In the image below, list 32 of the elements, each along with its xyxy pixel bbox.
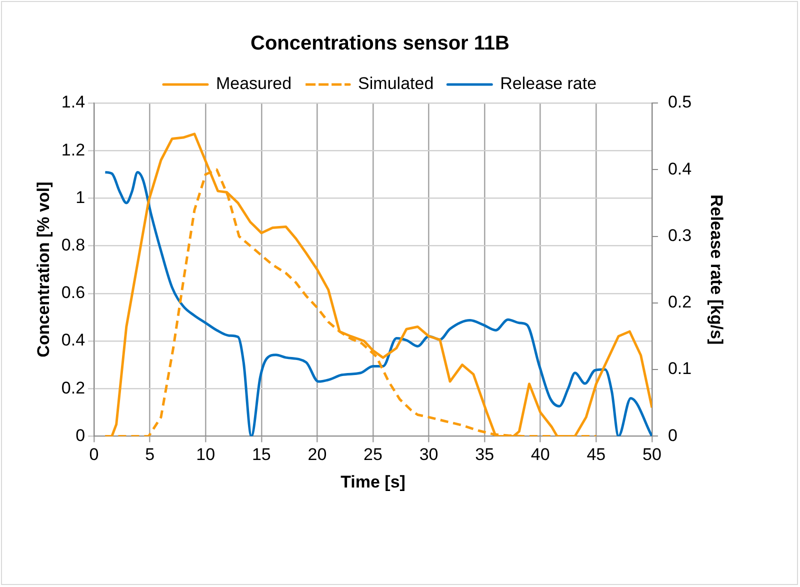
y-tick-label: 1.4	[61, 92, 86, 112]
x-tick-label: 20	[308, 445, 327, 464]
legend-label: Release rate	[500, 74, 597, 94]
x-tick-label: 10	[196, 445, 216, 464]
y2-tick-label: 0	[668, 426, 678, 445]
legend-label: Measured	[216, 74, 292, 94]
x-tick-label: 35	[475, 445, 494, 464]
legend-label: Simulated	[358, 74, 434, 94]
y-axis-title: Concentration [% vol]	[34, 182, 53, 358]
y2-tick-label: 0.4	[668, 159, 692, 178]
x-tick-label: 0	[89, 445, 99, 464]
y2-tick-label: 0.1	[668, 359, 692, 378]
x-tick-label: 25	[364, 445, 382, 464]
y2-axis-title: Release rate [kg/s]	[707, 194, 726, 345]
y-tick-label: 0	[76, 426, 86, 445]
y-tick-label: 0.2	[61, 378, 86, 398]
x-axis-title: Time [s]	[340, 472, 406, 492]
y-tick-label: 1	[76, 188, 86, 207]
x-tick-label: 15	[252, 445, 271, 464]
chart-title: Concentrations sensor 11B	[250, 32, 510, 55]
x-tick-label: 50	[642, 445, 662, 464]
y2-tick-label: 0.2	[668, 292, 692, 312]
y2-tick-label: 0.5	[668, 92, 692, 112]
x-tick-label: 40	[530, 445, 550, 464]
y-tick-label: 0.4	[61, 330, 86, 350]
x-tick-label: 45	[586, 445, 606, 464]
y-tick-label: 0.8	[61, 235, 86, 254]
x-tick-label: 30	[419, 445, 438, 464]
y-tick-label: 0.6	[61, 283, 86, 302]
y2-tick-label: 0.3	[668, 226, 692, 245]
x-tick-label: 5	[145, 445, 155, 464]
y-tick-label: 1.2	[61, 140, 86, 160]
